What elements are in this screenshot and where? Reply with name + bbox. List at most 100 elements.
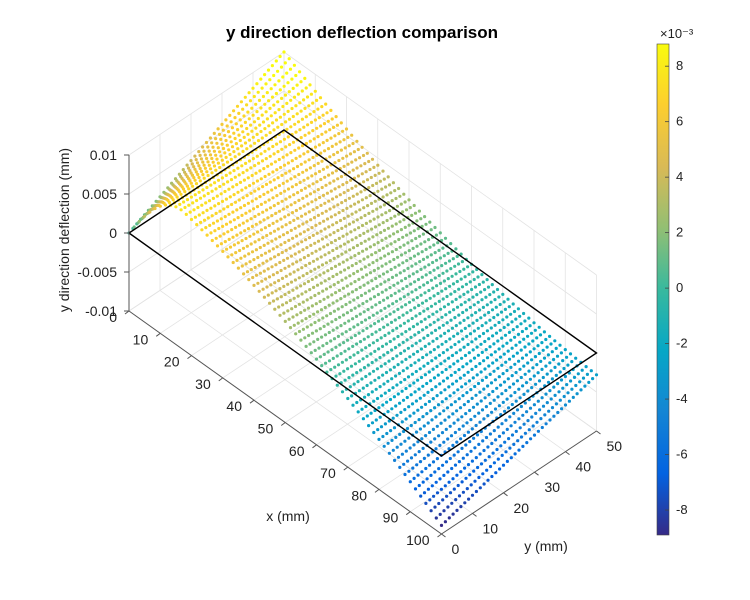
surface-point (296, 268, 300, 272)
surface-point (356, 323, 360, 327)
surface-point (537, 351, 541, 356)
surface-point (506, 377, 510, 381)
surface-point (378, 385, 382, 389)
surface-point (404, 386, 408, 391)
surface-point (309, 218, 313, 222)
surface-point (428, 296, 432, 300)
surface-point (281, 303, 285, 307)
surface-point (423, 373, 427, 377)
surface-point (438, 477, 442, 481)
surface-point (454, 324, 458, 328)
surface-point (335, 221, 339, 225)
surface-point (341, 234, 345, 238)
surface-point (270, 214, 274, 218)
surface-point (554, 402, 559, 406)
surface-point (387, 331, 391, 335)
surface-point (310, 174, 314, 178)
surface-point (259, 77, 263, 81)
surface-point (505, 397, 509, 401)
surface-point (484, 321, 488, 325)
surface-point (274, 237, 278, 241)
surface-point (261, 287, 265, 291)
surface-point (493, 378, 497, 382)
surface-point (457, 460, 461, 464)
surface-point (434, 516, 438, 520)
surface-point (274, 118, 279, 122)
surface-point (330, 144, 334, 148)
surface-point (390, 224, 394, 228)
surface-point (191, 184, 195, 188)
surface-point (496, 366, 500, 370)
surface-point (444, 397, 448, 401)
surface-point (375, 284, 379, 288)
surface-point (158, 204, 162, 208)
surface-point (386, 379, 390, 383)
surface-point (532, 321, 536, 325)
surface-point (339, 148, 343, 152)
surface-point (282, 112, 286, 116)
surface-point (271, 144, 275, 149)
surface-point (293, 175, 297, 179)
surface-point (355, 243, 359, 248)
surface-point (395, 383, 399, 387)
surface-point (344, 224, 348, 228)
surface-point (514, 399, 518, 403)
surface-point (534, 411, 538, 415)
surface-point (441, 323, 445, 327)
surface-point (519, 375, 523, 380)
surface-point (308, 139, 312, 143)
surface-point (374, 181, 379, 185)
surface-point (418, 260, 422, 264)
surface-point (522, 337, 526, 341)
surface-point (386, 410, 390, 414)
surface-point (295, 83, 299, 87)
surface-point (473, 414, 477, 418)
grid-line (283, 207, 597, 432)
surface-point (379, 336, 383, 340)
surface-point (373, 378, 377, 382)
surface-point (350, 290, 355, 294)
surface-point (503, 409, 507, 413)
surface-point (367, 237, 371, 241)
surface-point (426, 333, 430, 338)
surface-point (401, 235, 405, 239)
surface-point (304, 290, 308, 294)
surface-point (249, 268, 253, 272)
surface-point (475, 402, 479, 406)
surface-point (453, 400, 457, 404)
surface-point (295, 112, 299, 116)
surface-point (306, 123, 310, 127)
surface-point (304, 168, 309, 172)
surface-point (280, 173, 284, 177)
surface-point (398, 220, 402, 224)
surface-point (317, 346, 321, 350)
surface-point (411, 298, 415, 302)
surface-point (441, 379, 446, 383)
surface-point (273, 111, 277, 115)
surface-point (327, 199, 331, 203)
surface-point (428, 463, 432, 467)
surface-point (440, 264, 444, 268)
surface-point (364, 247, 369, 251)
surface-point (218, 234, 222, 238)
surface-point (544, 392, 548, 396)
surface-point (419, 293, 423, 297)
surface-point (374, 387, 378, 391)
colorbar-tick-label: -2 (676, 336, 688, 351)
surface-point (462, 403, 466, 407)
surface-point (439, 487, 443, 491)
surface-point (461, 490, 465, 494)
surface-point (487, 393, 491, 397)
surface-point (183, 190, 187, 194)
surface-point (184, 212, 188, 216)
surface-point (486, 445, 490, 449)
surface-point (340, 332, 344, 336)
surface-point (460, 480, 464, 484)
surface-point (295, 164, 300, 169)
surface-point (357, 277, 361, 281)
surface-point (324, 130, 328, 134)
surface-point (436, 345, 440, 349)
surface-point (379, 425, 384, 429)
surface-point (400, 332, 404, 336)
surface-point (321, 344, 325, 348)
